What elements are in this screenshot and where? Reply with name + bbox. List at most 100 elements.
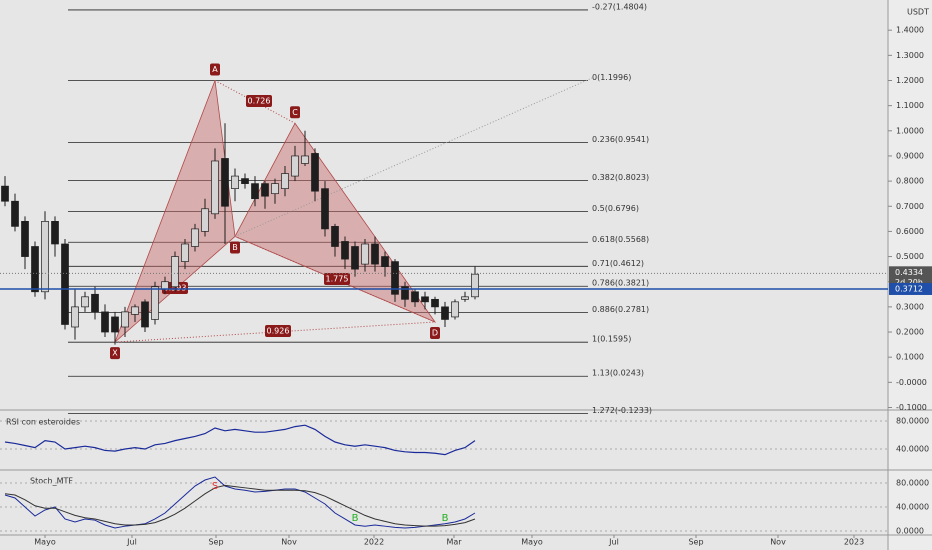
fib-label: 0.236(0.9541) [592, 135, 649, 144]
candle-body [241, 178, 249, 184]
pattern-point-label: X [112, 349, 118, 358]
fib-label: -0.27(1.4804) [592, 2, 647, 11]
rsi-title: RSI con esteroides [6, 418, 80, 427]
ratio-box [324, 273, 350, 285]
x-tick-label: Mayo [521, 538, 543, 547]
pattern-point [290, 106, 300, 119]
x-tick-label: 2023 [844, 538, 864, 547]
candle-body [121, 311, 129, 328]
x-tick-label: Sep [688, 538, 703, 547]
candle-body [51, 220, 59, 245]
candle-body [231, 175, 239, 190]
y-tick-label: 1.1000 [896, 101, 924, 110]
candle-body [351, 246, 359, 270]
signal: B [352, 513, 359, 524]
ratio-label: 1.775 [326, 275, 349, 284]
fib-label: 0.786(0.3821) [592, 279, 649, 288]
candle-body [31, 246, 39, 293]
candle-body [61, 243, 69, 325]
fib-label: 0.382(0.8023) [592, 173, 649, 182]
signal: S [212, 481, 218, 492]
candle-body [81, 296, 89, 308]
candle-body [471, 273, 479, 298]
candle-body [431, 298, 439, 308]
y-tick-label: 1.3000 [896, 51, 924, 60]
candle-body [181, 243, 189, 262]
candle-body [441, 306, 449, 320]
candle-body [1, 185, 9, 202]
stoch-line [4, 476, 476, 529]
y-tick-label: -0.0000 [896, 378, 927, 387]
y-tick-label: 0.3000 [896, 302, 924, 311]
y-tick-label: 0.7000 [896, 202, 924, 211]
y-tick-label: 80.0000 [896, 479, 929, 488]
pattern-point [210, 63, 220, 76]
candle-body [411, 291, 419, 303]
pattern-point-label: C [292, 108, 298, 117]
candle-body [301, 155, 309, 164]
countdown: 2d 20h [895, 278, 923, 287]
candle-body [71, 306, 79, 328]
candle-body [281, 173, 289, 190]
y-tick-label: 1.4000 [896, 26, 924, 35]
pattern-point [110, 347, 120, 360]
y-tick-label: 0.8000 [896, 177, 924, 186]
stoch-title: Stoch_MTF [30, 477, 73, 486]
pattern-point-label: A [212, 65, 218, 74]
candle-body [311, 153, 319, 192]
candle-body [131, 306, 139, 315]
ratio-label: 0.726 [248, 97, 271, 106]
fib-label: 0(1.1996) [592, 73, 631, 82]
candle-body [461, 296, 469, 300]
pattern-dotted [114, 321, 436, 343]
y-tick-label: 0.9000 [896, 151, 924, 160]
fib-label: 0.886(0.2781) [592, 305, 649, 314]
candle-body [171, 256, 179, 288]
candle-body [341, 241, 349, 260]
y-tick-label: 80.0000 [896, 416, 929, 425]
x-tick-label: Nov [770, 538, 786, 547]
y-tick-label: 1.2000 [896, 76, 924, 85]
y-tick-label: 0.1000 [896, 353, 924, 362]
ratio-box [246, 95, 272, 107]
x-tick-label: Nov [281, 538, 297, 547]
candle-body [381, 256, 389, 267]
y-tick-label: 40.0000 [896, 502, 929, 511]
candle-body [141, 301, 149, 328]
fib-label: 1.272(-0.1233) [592, 406, 652, 415]
last-price: 0.4334 [895, 268, 923, 277]
candle-body [11, 200, 19, 227]
projection-line [234, 77, 593, 237]
signal: B [442, 513, 449, 524]
candle-body [251, 183, 259, 200]
fib-label: 0.71(0.4612) [592, 259, 644, 268]
candle-body [101, 311, 109, 333]
candle-body [221, 158, 229, 207]
y-tick-label: 0.0000 [896, 526, 924, 535]
candle-body [161, 281, 169, 290]
y-tick-label: 40.0000 [896, 445, 929, 454]
candle-body [91, 293, 99, 313]
candle-body [211, 160, 219, 215]
candle-body [261, 183, 269, 197]
fib-label: 1(0.1595) [592, 335, 631, 344]
candle-body [21, 220, 29, 257]
rsi-line [4, 424, 476, 456]
pattern-point [230, 241, 240, 254]
line-price: 0.3712 [895, 284, 923, 293]
candle-body [271, 183, 279, 195]
y-tick-label: -0.1000 [896, 403, 927, 412]
x-tick-label: 2022 [364, 538, 384, 547]
candle-body [391, 261, 399, 295]
stoch-line [4, 484, 476, 527]
fib-label: 1.13(0.0243) [592, 369, 644, 378]
currency: USDT [907, 8, 929, 17]
candle-body [111, 316, 119, 333]
candle-body [421, 296, 429, 303]
ratio-label: 0.926 [267, 327, 290, 336]
candle-body [201, 208, 209, 232]
candle-body [451, 301, 459, 318]
x-tick-label: Jul [126, 538, 137, 547]
